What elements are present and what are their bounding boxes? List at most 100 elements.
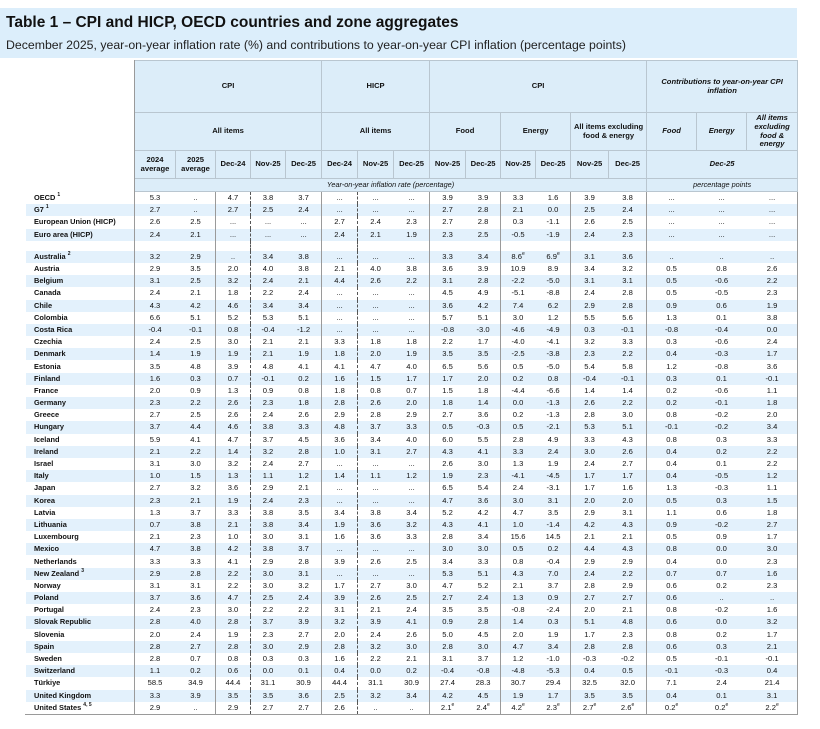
value-cell: 2.7 (215, 204, 251, 217)
estimate-marker: e (675, 701, 679, 708)
value-cell: 3.8 (285, 250, 322, 263)
value-cell: 31.1 (250, 677, 286, 690)
value-cell: 2.9 (215, 701, 251, 715)
value-cell: -2.4 (546, 605, 560, 615)
inflation-table: CPI HICP CPI Contributions to year-on-ye… (25, 60, 799, 715)
value-cell: 0.6 (716, 507, 727, 517)
value-cell: 2.7 (250, 701, 286, 715)
row-label: Korea (25, 494, 135, 507)
value-cell: 3.0 (250, 567, 286, 580)
value-cell: 1.8 (746, 397, 799, 410)
value-cell: -0.1 (608, 323, 647, 337)
value-cell: 2.4 (716, 678, 727, 688)
value-cell: 2.5 (622, 217, 633, 227)
value-cell: 4.1 (321, 360, 358, 373)
group-cpi: CPI (133, 60, 323, 113)
value-cell: 2.9 (250, 555, 286, 568)
value-cell: 5.1 (298, 312, 309, 322)
value-cell: 4.2 (215, 543, 251, 556)
value-cell: ... (321, 299, 358, 312)
period-header: Nov-25 (357, 150, 395, 179)
value-cell: 2.3 (746, 555, 799, 568)
period-header: Dec-25 (465, 150, 502, 179)
value-cell: 1.5 (429, 384, 466, 397)
country-name: Colombia (34, 312, 68, 322)
value-cell: 3.8 (175, 543, 216, 556)
value-cell: 2.0 (215, 262, 251, 276)
table-row: Slovak Republic 2.8 4.0 2.8 3.7 3.9 3.2 3.9 4.1 0… (25, 616, 799, 629)
value-cell: 2.8 (285, 445, 322, 458)
value-cell: 3.1 (429, 275, 466, 288)
value-cell: 1.2 (285, 470, 322, 483)
value-cell: 3.3 (570, 433, 609, 446)
value-cell: ... (321, 494, 358, 507)
period-header: 2024 average (134, 150, 176, 179)
value-cell: 3.4 (746, 421, 799, 434)
value-cell: 3.0 (250, 579, 286, 592)
value-cell: ... (746, 191, 799, 205)
value-cell: 3.5 (465, 348, 501, 361)
value: 8.6 (511, 251, 522, 261)
row-label: Slovenia (26, 629, 135, 641)
value-cell: 2.8 (357, 409, 394, 422)
value-cell: 3.3 (190, 556, 201, 566)
value-cell: 2.6 (298, 410, 309, 420)
value-cell: 3.7 (298, 193, 309, 203)
period-header: Nov-25 (500, 150, 537, 179)
value-cell: 3.6 (357, 518, 394, 532)
row-label: Netherlands (26, 555, 135, 567)
value-cell: 0.8 (215, 652, 251, 666)
value-cell: 2.1 (134, 531, 176, 544)
row-label: Norway (26, 580, 135, 592)
value-cell: 2.3 (190, 605, 201, 615)
value-cell: 2.4 (570, 228, 609, 241)
value-cell: 2.8 (622, 288, 633, 298)
row-label: Greece (26, 409, 135, 421)
value-cell: 0.4 (570, 665, 609, 678)
value-cell: 3.3 (746, 433, 799, 446)
value-cell: -4.0 (500, 336, 536, 349)
value-cell: 4.3 (622, 434, 633, 444)
period-header: Nov-25 (429, 150, 467, 179)
value-cell: 2.8 (321, 397, 358, 410)
value-cell: 3.0 (746, 543, 799, 556)
value-cell: 0.7 (215, 372, 251, 385)
value-cell: 2.3 (465, 470, 501, 483)
row-label: Euro area (HICP) (25, 228, 135, 241)
value-cell: 4.7 (429, 579, 466, 592)
row-label: Latvia (26, 507, 135, 519)
country-name: Italy (34, 471, 49, 481)
value-cell: 2.1 (406, 654, 417, 664)
row-label: Australia 2 (25, 250, 135, 263)
table-row: Netherlands 3.3 3.3 4.1 2.9 2.8 3.9 2.6 2.5 3.4 3.… (26, 555, 799, 568)
country-name: European Union (HICP) (34, 217, 116, 227)
value-cell: 2.4 (134, 604, 176, 617)
value-cell: 2.7 (285, 701, 322, 715)
value-cell: 2.4 (285, 204, 322, 217)
value-cell: -4.4 (500, 384, 536, 397)
value-cell: 0.3 (696, 640, 747, 653)
value-cell: 2.9 (570, 299, 609, 312)
value-cell: 8.9 (547, 264, 559, 274)
value-cell: 1.9 (393, 348, 430, 361)
value: 2.2 (765, 702, 776, 712)
value-cell: 1.6 (321, 652, 358, 666)
value-cell: 3.5 (429, 604, 466, 617)
value-cell: 0.9 (250, 384, 286, 397)
value-cell: 30.9 (404, 678, 419, 688)
value-cell: 0.2 (393, 665, 430, 678)
period-header: Dec-25 (284, 150, 323, 179)
country-name: Portugal (34, 605, 64, 615)
value-cell: 0.1 (696, 372, 747, 385)
value-cell: 1.7 (393, 372, 430, 385)
value-cell: 2.1e (429, 701, 466, 715)
value-cell: ... (357, 204, 394, 217)
value-cell: 3.7 (547, 580, 559, 590)
value-cell: 5.1 (190, 312, 201, 322)
value-cell: 28.3 (475, 678, 491, 688)
value-cell: 3.5 (250, 689, 286, 702)
value-cell: 2.6 (357, 555, 394, 568)
value-cell: 32.0 (620, 678, 635, 688)
value-cell: 2.2 (250, 287, 286, 300)
value-cell: 5.8 (622, 361, 633, 371)
